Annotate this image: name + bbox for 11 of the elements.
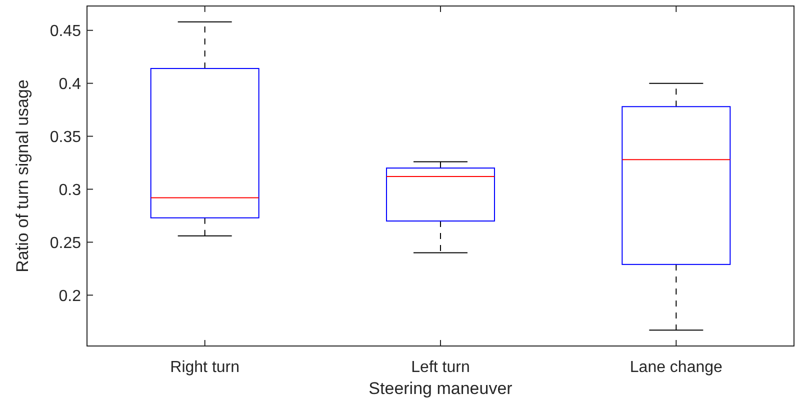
x-tick-label: Left turn [411,359,470,376]
x-tick-label: Right turn [170,359,240,376]
y-tick-label: 0.45 [50,22,82,40]
y-tick-label: 0.35 [50,128,82,146]
y-tick-label: 0.2 [58,288,82,305]
y-tick-label: 0.3 [58,182,82,199]
y-axis-title: Ratio of turn signal usage [13,80,32,272]
y-tick-label: 0.25 [50,234,82,252]
x-tick-label: Lane change [630,359,723,376]
x-axis-title: Steering maneuver [368,379,513,398]
y-tick-label: 0.4 [58,76,82,93]
